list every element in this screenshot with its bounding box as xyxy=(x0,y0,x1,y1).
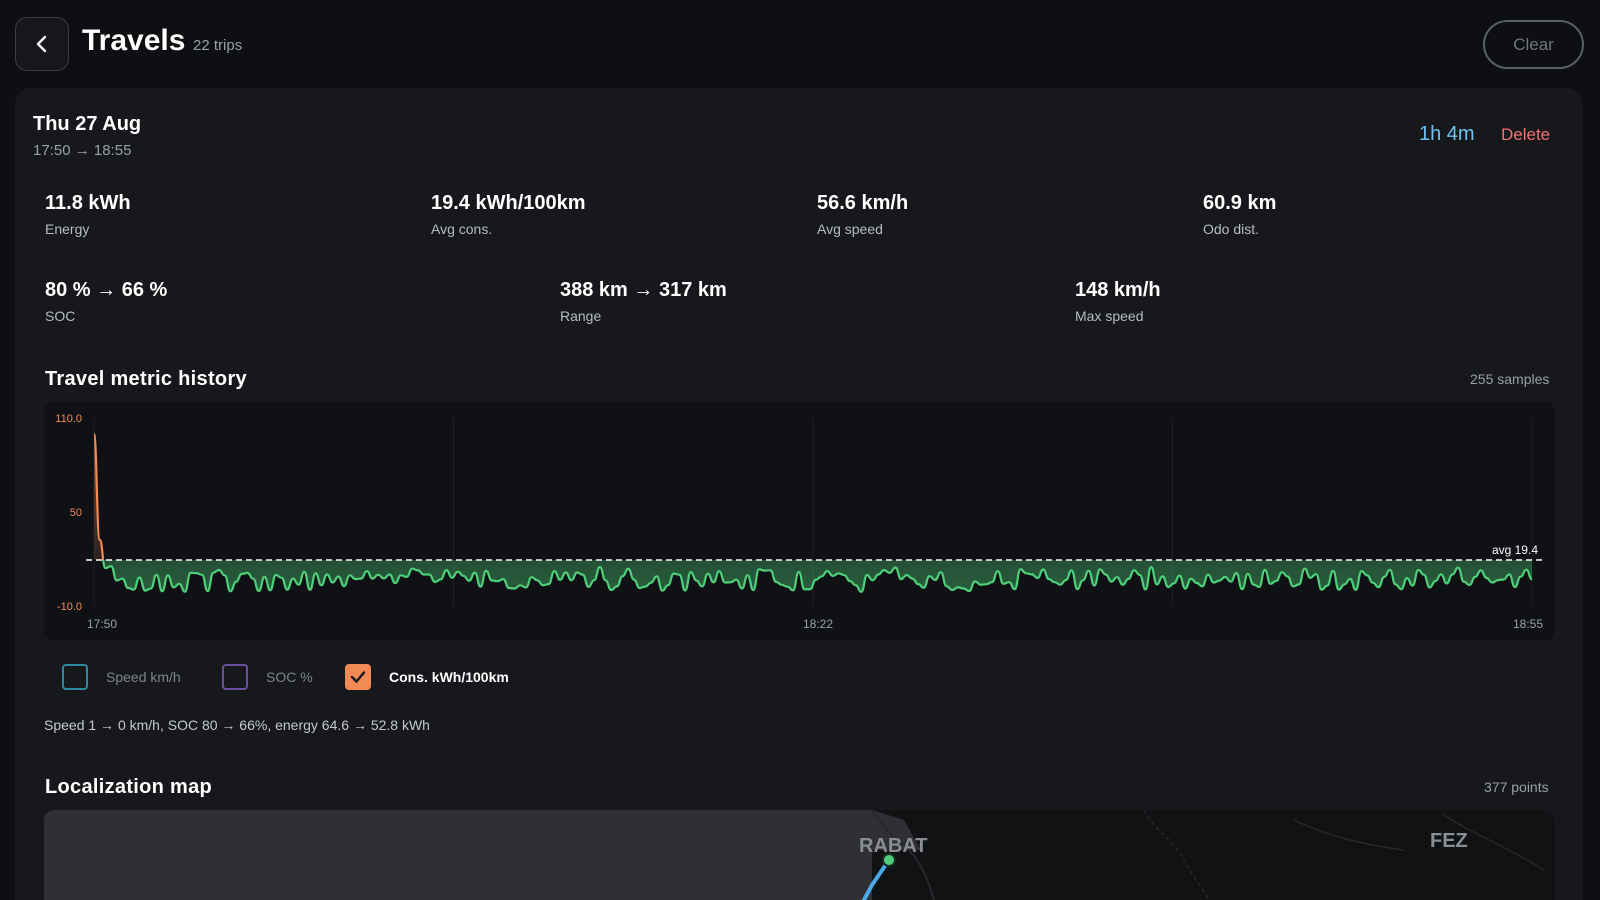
series-line-below xyxy=(102,559,1533,594)
chevron-left-icon xyxy=(36,35,47,53)
metric-soc: 80 % → 66 % SOC xyxy=(45,279,167,324)
trip-duration: 1h 4m xyxy=(1419,123,1475,145)
legend-soc-checkbox[interactable] xyxy=(222,664,248,690)
metric-avg-speed-label: Avg speed xyxy=(817,221,883,237)
map-land-dark-lower xyxy=(872,850,1555,900)
route-start-marker[interactable] xyxy=(882,853,896,867)
metric-range: 388 km → 317 km Range xyxy=(560,279,727,324)
map-label-fez: FEZ xyxy=(1430,830,1468,852)
map-section-title: Localization map xyxy=(45,776,213,798)
metric-avg-cons: 19.4 kWh/100km Avg cons. xyxy=(431,192,586,237)
top-bar: Travels 22 trips Clear xyxy=(0,0,1600,88)
y-tick-label-1: 50 xyxy=(70,507,82,519)
metric-avg-speed-value: 56.6 km/h xyxy=(817,192,909,214)
metric-avg-cons-value: 19.4 kWh/100km xyxy=(431,192,586,214)
history-summary: Speed 1 → 0 km/h, SOC 80 → 66%, energy 6… xyxy=(44,717,430,733)
map-land-dark xyxy=(872,810,1555,855)
consumption-chart-svg: avg 19.4 110.0 50 -10.0 17:50 18:22 18:55 xyxy=(55,413,1543,631)
legend-soc-label: SOC % xyxy=(266,669,313,685)
metric-odo-dist-value: 60.9 km xyxy=(1203,192,1277,214)
consumption-chart: avg 19.4 110.0 50 -10.0 17:50 18:22 18:55 xyxy=(44,402,1555,640)
avg-label: avg 19.4 xyxy=(1492,543,1538,557)
map-label-rabat: RABAT xyxy=(859,835,928,857)
metric-avg-speed: 56.6 km/h Avg speed xyxy=(817,192,908,237)
check-icon xyxy=(350,671,366,683)
trip-count: 22 trips xyxy=(193,37,243,54)
metric-max-speed-value: 148 km/h xyxy=(1075,279,1161,301)
metric-range-label: Range xyxy=(560,308,602,324)
metric-energy-value: 11.8 kWh xyxy=(45,192,131,214)
x-tick-label-1: 18:22 xyxy=(803,617,833,631)
sample-count: 255 samples xyxy=(1470,371,1550,387)
metric-range-value: 388 km → 317 km xyxy=(560,279,727,301)
metric-soc-value: 80 % → 66 % xyxy=(45,279,168,301)
legend-consumption[interactable]: Cons. kWh/100km xyxy=(345,664,509,690)
legend-consumption-checkbox[interactable] xyxy=(345,664,371,690)
trip-time-range: 17:50 → 18:55 xyxy=(33,142,132,159)
area-below-avg xyxy=(103,559,1532,592)
delete-button[interactable]: Delete xyxy=(1501,125,1551,144)
metric-odo-dist: 60.9 km Odo dist. xyxy=(1203,192,1276,237)
y-tick-label-2: -10.0 xyxy=(57,601,82,613)
metric-energy: 11.8 kWh Energy xyxy=(45,192,131,237)
map-point-count: 377 points xyxy=(1484,779,1549,795)
metric-max-speed-label: Max speed xyxy=(1075,308,1144,324)
legend-speed-label: Speed km/h xyxy=(106,669,181,685)
metric-max-speed: 148 km/h Max speed xyxy=(1075,279,1161,324)
metric-odo-dist-label: Odo dist. xyxy=(1203,221,1260,237)
history-section-title: Travel metric history xyxy=(45,368,247,390)
localization-map[interactable]: RABAT FEZ xyxy=(44,810,1555,900)
metric-energy-label: Energy xyxy=(45,221,90,237)
clear-button[interactable]: Clear xyxy=(1483,20,1584,69)
y-tick-label-0: 110.0 xyxy=(55,413,82,425)
back-button[interactable] xyxy=(15,17,69,71)
metric-soc-label: SOC xyxy=(45,308,76,324)
metric-avg-cons-label: Avg cons. xyxy=(431,221,493,237)
map-canvas: RABAT FEZ xyxy=(44,810,1555,900)
x-tick-label-0: 17:50 xyxy=(87,617,117,631)
x-tick-label-2: 18:55 xyxy=(1513,617,1543,631)
trip-date: Thu 27 Aug xyxy=(33,113,142,135)
page-title: Travels xyxy=(82,24,186,57)
legend-consumption-label: Cons. kWh/100km xyxy=(389,669,509,685)
route-line xyxy=(862,858,891,900)
legend-speed[interactable]: Speed km/h xyxy=(62,664,181,690)
legend-soc[interactable]: SOC % xyxy=(222,664,313,690)
legend-speed-checkbox[interactable] xyxy=(62,664,88,690)
